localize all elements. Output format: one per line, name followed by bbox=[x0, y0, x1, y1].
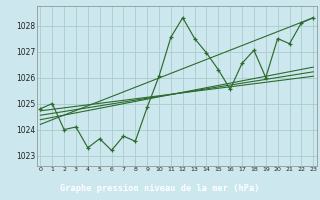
Text: Graphe pression niveau de la mer (hPa): Graphe pression niveau de la mer (hPa) bbox=[60, 184, 260, 193]
